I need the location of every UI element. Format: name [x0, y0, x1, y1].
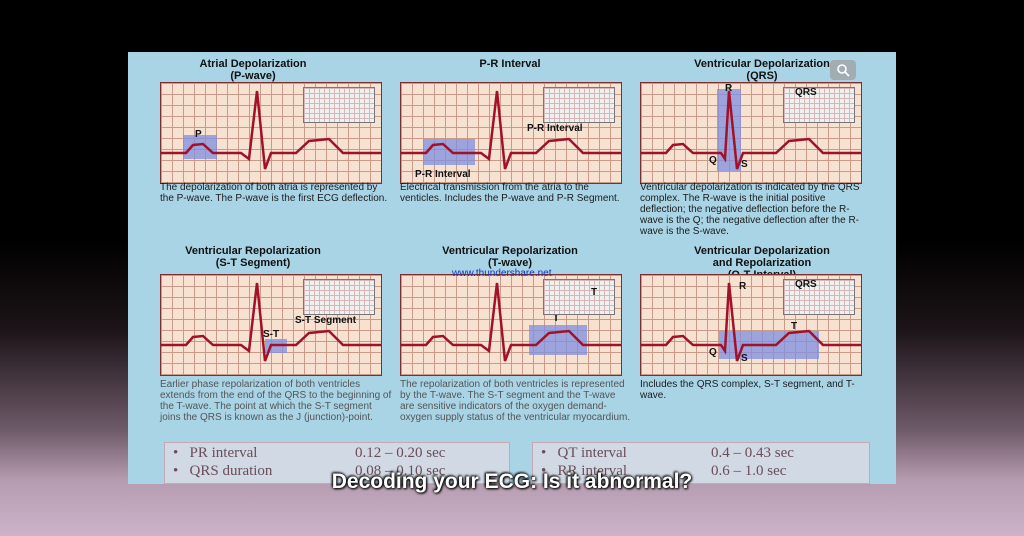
ecg-trace: [161, 90, 381, 170]
s-wave-label: S: [741, 159, 748, 170]
ecg-figure: Atrial Depolarization (P-wave) P The dep…: [128, 52, 896, 484]
t-wave-label: T: [791, 321, 798, 332]
panel-title: Ventricular Depolarization (QRS): [637, 58, 887, 82]
ecg-trace: [641, 282, 861, 362]
ecg-inset: [783, 87, 855, 123]
reference-table-left: • PR interval 0.12 – 0.20 sec • QRS dura…: [164, 442, 510, 484]
pr-interval-label: P-R Interval: [527, 123, 583, 134]
panel-caption: The repolarization of both ventricles is…: [400, 379, 631, 423]
ecg-inset: [543, 279, 615, 315]
bullet: •: [541, 463, 547, 479]
panel-title-line: Ventricular Repolarization: [185, 245, 321, 257]
panel-title: Ventricular Repolarization (S-T Segment): [128, 245, 378, 269]
s-wave-label: S: [741, 353, 748, 364]
panel-title-line: Ventricular Depolarization: [694, 245, 830, 257]
panel-title-line: (T-wave): [487, 257, 532, 269]
t-wave-label: T: [553, 313, 560, 324]
ecg-trace: [401, 90, 621, 170]
watermark-text: www.thundershare.net: [452, 268, 552, 279]
bullet: •: [541, 445, 547, 461]
interval-value: 0.6 – 1.0 sec: [711, 463, 787, 479]
panel-caption: Electrical transmission from the atria t…: [400, 182, 620, 204]
panel-title: Atrial Depolarization (P-wave): [128, 58, 378, 82]
panel-title-line: P-R Interval: [479, 58, 541, 70]
st-label: S-T: [263, 329, 280, 340]
bullet: •: [173, 445, 179, 461]
ecg-trace: [641, 89, 861, 171]
headline-caption: Decoding your ECG: Is it abnormal?: [331, 470, 693, 493]
ecg-grid: P: [160, 82, 382, 184]
ecg-trace: [401, 282, 621, 362]
ecg-grid: P-R Interval P-R Interval: [400, 82, 622, 184]
ecg-trace: [161, 282, 381, 362]
panel-caption: Ventricular depolarization is indicated …: [640, 182, 860, 237]
interval-name: RR interval: [557, 463, 628, 479]
qrs-label: QRS: [795, 87, 817, 98]
t-wave-label: T: [591, 287, 598, 298]
magnifier-icon[interactable]: [830, 60, 856, 80]
table-row: • QRS duration 0.08 – 0.10 sec: [173, 463, 445, 480]
ecg-grid: R T Q S QRS: [640, 274, 862, 376]
panel-caption: Earlier phase repolarization of both ven…: [160, 379, 392, 423]
ecg-inset: [303, 87, 375, 123]
r-wave-label: R: [725, 83, 733, 94]
panel-title-line: (S-T Segment): [215, 257, 291, 269]
interval-name: PR interval: [189, 445, 258, 461]
ecg-grid: S-T S-T Segment: [160, 274, 382, 376]
r-wave-label: R: [739, 281, 747, 292]
p-wave-label: P: [195, 129, 202, 140]
ecg-inset: [543, 87, 615, 123]
panel-caption: The depolarization of both atria is repr…: [160, 182, 388, 204]
qrs-label: QRS: [795, 279, 817, 290]
panel-title-line: Ventricular Repolarization: [442, 245, 578, 257]
panel-title-line: (P-wave): [230, 70, 276, 82]
ecg-grid: R Q S QRS: [640, 82, 862, 184]
interval-value: 0.4 – 0.43 sec: [711, 445, 794, 461]
ecg-inset: [783, 279, 855, 315]
panel-title-line: (QRS): [746, 70, 778, 82]
ecg-inset: [303, 279, 375, 315]
interval-name: QRS duration: [189, 463, 273, 479]
st-segment-label: S-T Segment: [295, 315, 357, 326]
pr-interval-label: P-R Interval: [415, 169, 471, 180]
reference-table-right: • QT interval 0.4 – 0.43 sec • RR interv…: [532, 442, 870, 484]
table-row: • RR interval 0.6 – 1.0 sec: [541, 463, 786, 480]
bullet: •: [173, 463, 179, 479]
panel-caption: Includes the QRS complex, S-T segment, a…: [640, 379, 855, 401]
table-row: • QT interval 0.4 – 0.43 sec: [541, 445, 794, 462]
q-wave-label: Q: [709, 155, 717, 166]
panel-title: Ventricular Repolarization (T-wave): [385, 245, 635, 269]
interval-name: QT interval: [557, 445, 627, 461]
panel-title-line: and Repolarization: [712, 257, 812, 269]
table-row: • PR interval 0.12 – 0.20 sec: [173, 445, 445, 462]
panel-title-line: Ventricular Depolarization: [694, 58, 830, 70]
interval-value: 0.08 – 0.10 sec: [355, 463, 446, 479]
interval-value: 0.12 – 0.20 sec: [355, 445, 446, 461]
ecg-grid: T T: [400, 274, 622, 376]
q-wave-label: Q: [709, 347, 717, 358]
panel-title: P-R Interval: [385, 58, 635, 70]
panel-title-line: Atrial Depolarization: [199, 58, 307, 70]
